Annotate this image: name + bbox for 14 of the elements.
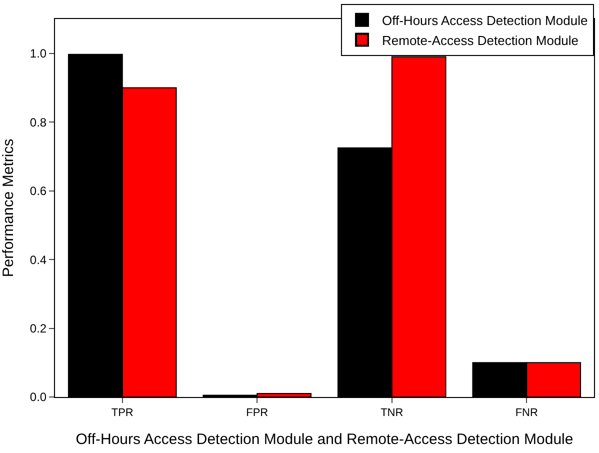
- y-tick-label: 0.8: [30, 115, 47, 130]
- y-tick-label: 1.0: [30, 46, 47, 61]
- y-tick-label: 0.6: [30, 184, 47, 198]
- y-tick-label: 0.4: [30, 252, 47, 267]
- legend-label: Remote-Access Detection Module: [382, 32, 579, 48]
- y-axis-title: Performance Metrics: [0, 138, 17, 278]
- y-tick-label: 0.0: [30, 390, 47, 404]
- x-tick-label: FPR: [246, 407, 268, 420]
- legend-label: Off-Hours Access Detection Module: [382, 12, 588, 28]
- x-tick-label: FNR: [515, 407, 538, 420]
- y-tick-label: 0.2: [30, 321, 47, 336]
- x-tick-label: TNR: [380, 407, 404, 420]
- x-axis-title: Off-Hours Access Detection Module and Remote-Access Detection Module: [76, 431, 574, 448]
- x-tick-label: TPR: [111, 407, 134, 420]
